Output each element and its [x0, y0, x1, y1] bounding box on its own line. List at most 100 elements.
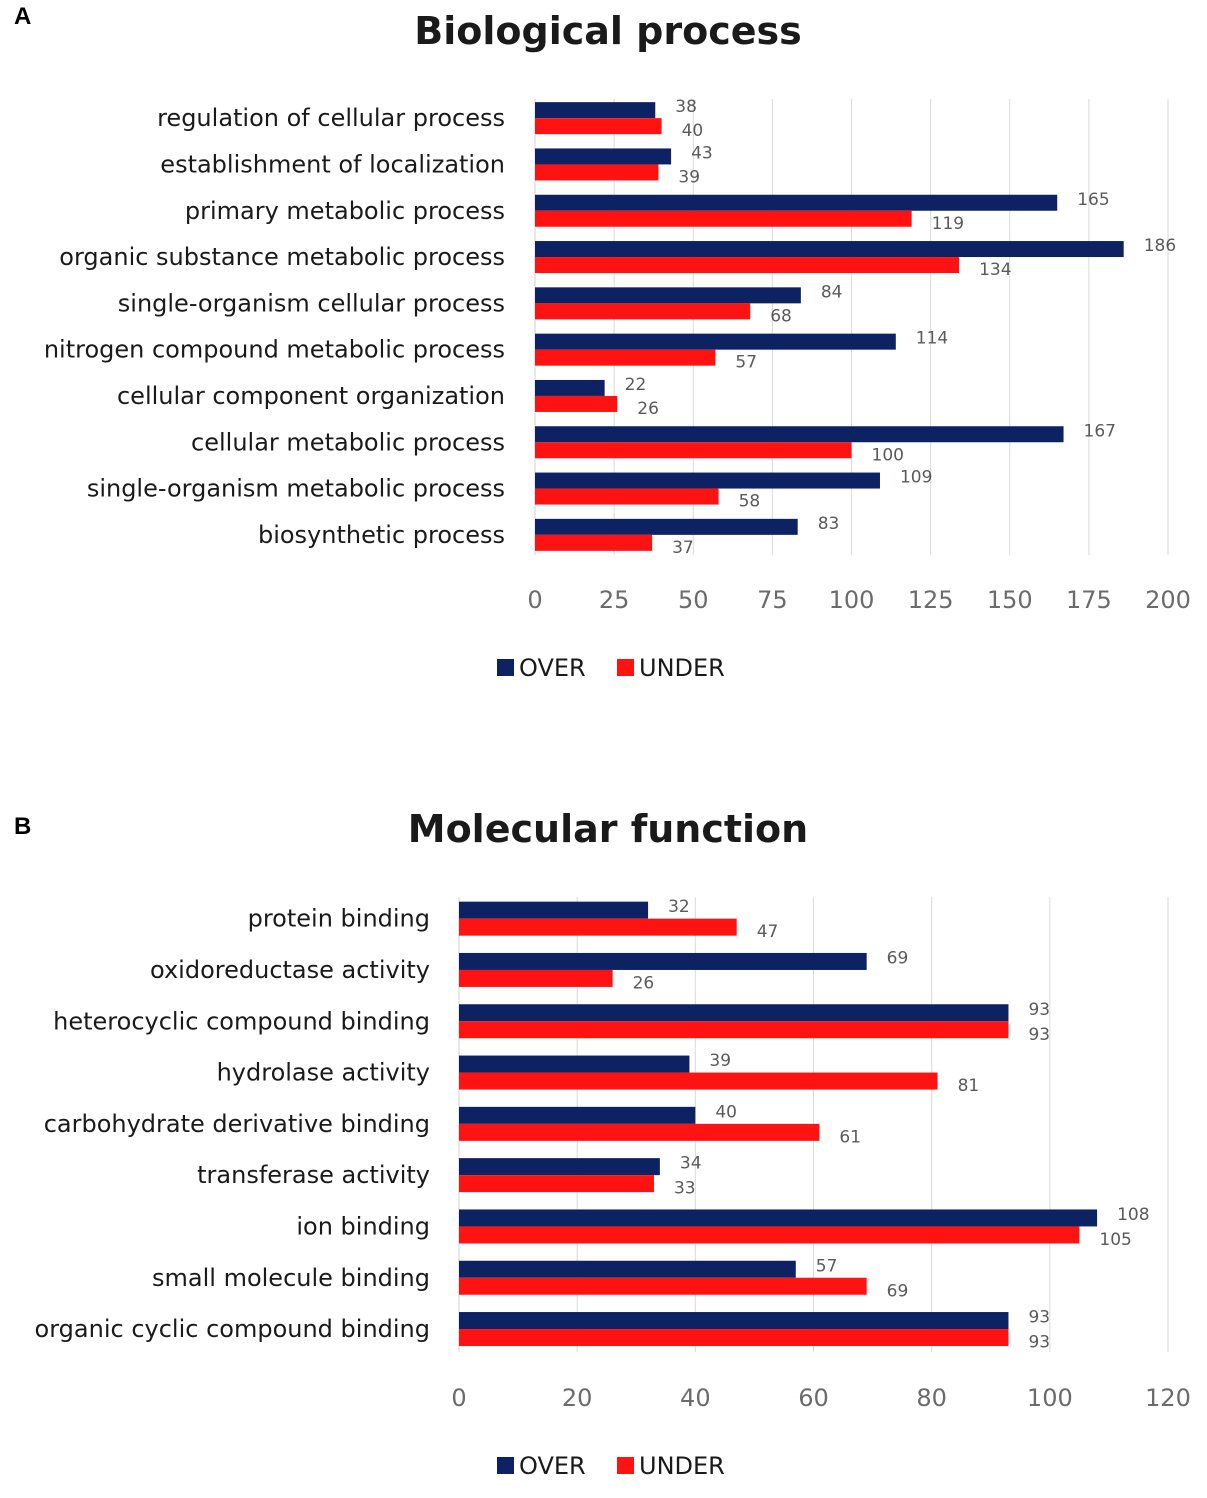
bar-over-establishment-of-localization: [535, 148, 672, 165]
bar-under-biosynthetic-process: [535, 534, 653, 551]
data-label-under-establishment-of-localization: 39: [678, 167, 700, 187]
bar-under-transferase-activity: [459, 1175, 654, 1193]
data-label-under-small-molecule-binding: 69: [887, 1281, 909, 1301]
data-label-under-cellular-metabolic-process: 100: [872, 445, 904, 465]
category-label-small-molecule-binding: small molecule binding: [152, 1264, 430, 1292]
x-tick-label: 150: [987, 586, 1033, 614]
bar-under-single-organism-cellular-process: [535, 303, 751, 320]
category-label-carbohydrate-derivative-binding: carbohydrate derivative binding: [44, 1110, 430, 1138]
category-label-hydrolase-activity: hydrolase activity: [217, 1059, 430, 1087]
data-label-under-oxidoreductase-activity: 26: [633, 973, 655, 993]
bar-over-oxidoreductase-activity: [459, 952, 867, 970]
bar-over-carbohydrate-derivative-binding: [459, 1106, 696, 1124]
data-label-under-cellular-component-organization: 26: [637, 399, 659, 419]
bar-under-carbohydrate-derivative-binding: [459, 1123, 820, 1141]
chart-title-biological-process: Biological process: [414, 9, 801, 53]
data-label-over-cellular-metabolic-process: 167: [1084, 421, 1116, 441]
category-label-primary-metabolic-process: primary metabolic process: [185, 197, 505, 225]
data-label-under-primary-metabolic-process: 119: [932, 214, 964, 234]
chart-title-molecular-function: Molecular function: [408, 807, 808, 851]
data-label-under-single-organism-cellular-process: 68: [770, 306, 792, 326]
bar-over-biosynthetic-process: [535, 518, 798, 535]
category-label-ion-binding: ion binding: [296, 1212, 430, 1240]
panel-letter-a: A: [14, 3, 31, 30]
bar-over-protein-binding: [459, 901, 649, 919]
category-label-heterocyclic-compound-binding: heterocyclic compound binding: [53, 1007, 430, 1035]
data-label-over-primary-metabolic-process: 165: [1077, 190, 1109, 210]
bar-under-oxidoreductase-activity: [459, 969, 613, 987]
bar-over-cellular-component-organization: [535, 379, 605, 396]
data-label-over-transferase-activity: 34: [680, 1154, 702, 1174]
bar-over-small-molecule-binding: [459, 1260, 796, 1278]
category-label-organic-cyclic-compound-binding: organic cyclic compound binding: [35, 1315, 430, 1343]
category-label-organic-substance-metabolic-process: organic substance metabolic process: [59, 243, 505, 271]
x-tick-label: 40: [680, 1384, 711, 1412]
bar-under-regulation-of-cellular-process: [535, 118, 662, 135]
data-label-under-carbohydrate-derivative-binding: 61: [839, 1127, 861, 1147]
bar-over-organic-substance-metabolic-process: [535, 241, 1124, 258]
bar-under-small-molecule-binding: [459, 1277, 867, 1295]
legend-label-under: UNDER: [639, 654, 725, 682]
x-tick-label: 100: [829, 586, 875, 614]
data-label-over-organic-cyclic-compound-binding: 93: [1028, 1308, 1050, 1328]
bar-over-single-organism-cellular-process: [535, 287, 801, 304]
data-label-over-carbohydrate-derivative-binding: 40: [715, 1102, 737, 1122]
legend-label-over: OVER: [519, 1452, 586, 1480]
data-label-under-protein-binding: 47: [757, 922, 779, 942]
bar-over-hydrolase-activity: [459, 1055, 690, 1073]
x-tick-label: 0: [451, 1384, 466, 1412]
x-tick-label: 80: [916, 1384, 947, 1412]
bar-under-organic-cyclic-compound-binding: [459, 1329, 1009, 1347]
category-label-nitrogen-compound-metabolic-process: nitrogen compound metabolic process: [44, 336, 505, 364]
data-label-over-nitrogen-compound-metabolic-process: 114: [916, 329, 948, 349]
data-label-under-nitrogen-compound-metabolic-process: 57: [735, 353, 757, 373]
legend-swatch-over: [497, 659, 514, 676]
bar-over-organic-cyclic-compound-binding: [459, 1312, 1009, 1330]
x-tick-label: 60: [798, 1384, 829, 1412]
bar-under-organic-substance-metabolic-process: [535, 257, 960, 274]
data-label-over-oxidoreductase-activity: 69: [887, 948, 909, 968]
bar-over-ion-binding: [459, 1209, 1098, 1227]
category-label-oxidoreductase-activity: oxidoreductase activity: [150, 956, 430, 984]
bar-over-cellular-metabolic-process: [535, 426, 1064, 443]
data-label-under-regulation-of-cellular-process: 40: [682, 121, 704, 141]
data-label-over-protein-binding: 32: [668, 897, 690, 917]
bar-over-transferase-activity: [459, 1158, 660, 1176]
bar-under-cellular-metabolic-process: [535, 442, 852, 459]
bar-over-primary-metabolic-process: [535, 194, 1058, 211]
data-label-under-organic-substance-metabolic-process: 134: [979, 260, 1011, 280]
data-label-under-organic-cyclic-compound-binding: 93: [1028, 1333, 1050, 1353]
bar-under-heterocyclic-compound-binding: [459, 1021, 1009, 1039]
x-tick-label: 0: [527, 586, 542, 614]
x-tick-label: 20: [562, 1384, 593, 1412]
data-label-over-heterocyclic-compound-binding: 93: [1028, 1000, 1050, 1020]
x-tick-label: 125: [908, 586, 954, 614]
bar-under-single-organism-metabolic-process: [535, 488, 719, 505]
category-label-biosynthetic-process: biosynthetic process: [258, 521, 505, 549]
bar-under-hydrolase-activity: [459, 1072, 938, 1090]
category-label-protein-binding: protein binding: [248, 905, 430, 933]
bar-over-regulation-of-cellular-process: [535, 102, 656, 119]
data-label-over-establishment-of-localization: 43: [691, 143, 713, 163]
category-label-single-organism-metabolic-process: single-organism metabolic process: [87, 475, 505, 503]
data-label-over-ion-binding: 108: [1117, 1205, 1149, 1225]
data-label-under-hydrolase-activity: 81: [958, 1076, 980, 1096]
x-tick-label: 100: [1027, 1384, 1073, 1412]
category-label-cellular-metabolic-process: cellular metabolic process: [191, 428, 505, 456]
x-tick-label: 25: [599, 586, 630, 614]
bar-under-nitrogen-compound-metabolic-process: [535, 349, 716, 366]
data-label-over-cellular-component-organization: 22: [625, 375, 647, 395]
data-label-under-single-organism-metabolic-process: 58: [739, 492, 761, 512]
x-tick-label: 200: [1145, 586, 1191, 614]
legend-swatch-under: [617, 659, 634, 676]
data-label-over-hydrolase-activity: 39: [709, 1051, 731, 1071]
legend-swatch-under: [617, 1457, 634, 1474]
panel-biological-process: A Biological process 0 25 50 75 100 125 150 175…: [14, 3, 1191, 682]
data-label-over-single-organism-cellular-process: 84: [821, 282, 843, 302]
data-label-over-small-molecule-binding: 57: [816, 1256, 838, 1276]
data-label-under-heterocyclic-compound-binding: 93: [1028, 1025, 1050, 1045]
data-label-under-transferase-activity: 33: [674, 1179, 696, 1199]
category-label-establishment-of-localization: establishment of localization: [160, 150, 505, 178]
bar-under-primary-metabolic-process: [535, 210, 912, 227]
x-tick-label: 175: [1066, 586, 1112, 614]
